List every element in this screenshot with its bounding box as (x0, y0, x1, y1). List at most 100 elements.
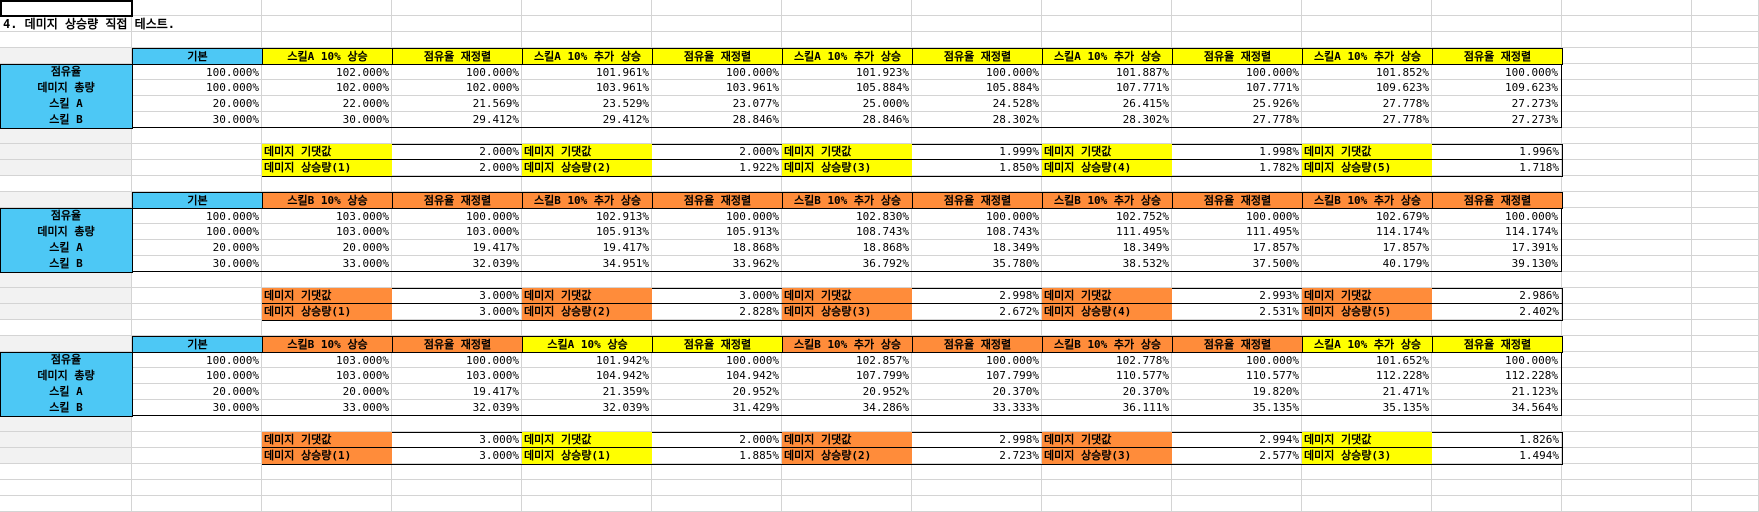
grid-cell[interactable] (652, 224, 782, 240)
expected-damage-value[interactable]: 1.996% (1432, 144, 1562, 160)
table-2-value-cell[interactable]: 17.391% (1432, 240, 1562, 256)
grid-cell[interactable] (1692, 192, 1759, 208)
grid-cell[interactable] (132, 128, 262, 144)
grid-cell[interactable] (1172, 32, 1302, 48)
grid-cell[interactable] (1302, 240, 1432, 256)
table-3-header[interactable]: 스킬A 10% 상승 (522, 336, 653, 353)
table-1-value-cell[interactable]: 102.000% (336, 81, 389, 94)
table-2-header[interactable]: 점유율 재정렬 (652, 192, 783, 209)
grid-cell[interactable] (392, 384, 522, 400)
table-1-value-cell[interactable]: 105.884% (986, 81, 1039, 94)
table-3-value-cell[interactable]: 110.577% (1246, 369, 1299, 382)
grid-cell[interactable] (132, 224, 262, 240)
grid-cell[interactable] (782, 176, 912, 192)
row-label[interactable]: 점유율 (50, 65, 82, 78)
damage-increase-value[interactable]: 1.885% (739, 449, 779, 462)
grid-cell[interactable] (522, 0, 652, 16)
grid-cell[interactable] (912, 320, 1042, 336)
table-2-value-cell[interactable]: 19.417% (472, 241, 519, 254)
grid-cell[interactable] (1562, 32, 1692, 48)
table-3-value-cell[interactable]: 21.471% (1382, 385, 1429, 398)
table-1-value-cell[interactable]: 105.884% (856, 81, 909, 94)
table-2-value-cell[interactable]: 102.913% (522, 208, 652, 224)
table-1-value-cell[interactable]: 107.771% (1116, 81, 1169, 94)
grid-cell[interactable] (132, 448, 262, 464)
grid-cell[interactable] (782, 208, 912, 224)
table-3-value-cell[interactable]: 32.039% (392, 400, 522, 416)
grid-cell[interactable] (522, 416, 652, 432)
grid-cell[interactable] (1042, 176, 1172, 192)
expected-damage-label[interactable]: 데미지 기댓값 (782, 144, 912, 160)
grid-cell[interactable] (652, 352, 782, 368)
table-1-value-cell[interactable]: 24.528% (992, 97, 1039, 110)
grid-cell[interactable] (132, 96, 262, 112)
grid-cell[interactable] (1692, 160, 1759, 176)
grid-cell[interactable] (392, 0, 522, 16)
table-2-value-cell[interactable]: 114.174% (1432, 224, 1562, 240)
grid-cell[interactable] (1172, 80, 1302, 96)
table-3-value-cell[interactable]: 103.000% (262, 352, 392, 368)
expected-damage-value[interactable]: 2.993% (1172, 288, 1302, 304)
grid-cell[interactable] (782, 320, 912, 336)
grid-cell[interactable] (652, 32, 782, 48)
grid-cell[interactable] (262, 64, 392, 80)
table-3-value-cell[interactable]: 110.577% (1116, 369, 1169, 382)
table-3-value-cell[interactable]: 100.000% (206, 369, 259, 382)
grid-cell[interactable] (1302, 80, 1432, 96)
table-2-value-cell[interactable]: 18.349% (1122, 241, 1169, 254)
table-1-value-cell[interactable]: 27.273% (1432, 96, 1562, 112)
table-3-value-cell[interactable]: 107.799% (986, 369, 1039, 382)
grid-cell[interactable] (1042, 272, 1172, 288)
table-2-value-cell[interactable]: 32.039% (392, 256, 522, 272)
grid-cell[interactable] (1302, 176, 1432, 192)
expected-damage-value[interactable]: 2.998% (912, 432, 1042, 448)
grid-cell[interactable] (1172, 368, 1302, 384)
table-1-value-cell[interactable]: 100.000% (206, 81, 259, 94)
grid-cell[interactable] (1432, 128, 1562, 144)
grid-cell[interactable] (1562, 272, 1692, 288)
grid-cell[interactable] (522, 96, 652, 112)
grid-cell[interactable] (392, 208, 522, 224)
table-1-value-cell[interactable]: 102.000% (466, 81, 519, 94)
table-3-value-cell[interactable]: 102.778% (1042, 352, 1172, 368)
grid-cell[interactable] (782, 368, 912, 384)
grid-cell[interactable] (782, 80, 912, 96)
grid-cell[interactable] (912, 224, 1042, 240)
table-1-header[interactable]: 점유율 재정렬 (1172, 48, 1303, 65)
grid-cell[interactable] (392, 304, 522, 320)
table-1-value-cell[interactable]: 20.000% (212, 97, 259, 110)
grid-cell[interactable] (912, 480, 1042, 496)
grid-cell[interactable] (522, 80, 652, 96)
table-2-value-cell[interactable]: 100.000% (132, 208, 262, 224)
table-1-value-cell[interactable]: 27.273% (1432, 112, 1562, 128)
expected-damage-value[interactable]: 1.998% (1172, 144, 1302, 160)
expected-damage-value[interactable]: 2.000% (392, 144, 522, 160)
grid-cell[interactable] (1302, 96, 1432, 112)
grid-cell[interactable] (1172, 352, 1302, 368)
table-2-value-cell[interactable]: 39.130% (1432, 256, 1562, 272)
grid-cell[interactable] (652, 416, 782, 432)
grid-cell[interactable] (1042, 64, 1172, 80)
grid-cell[interactable] (1562, 496, 1692, 512)
grid-cell[interactable] (1562, 432, 1692, 448)
table-2-value-cell[interactable]: 17.857% (1382, 241, 1429, 254)
grid-cell[interactable] (0, 16, 132, 32)
table-1-value-cell[interactable]: 100.000% (912, 64, 1042, 80)
grid-cell[interactable] (392, 240, 522, 256)
grid-cell[interactable] (912, 128, 1042, 144)
grid-cell[interactable] (1692, 0, 1759, 16)
damage-increase-value[interactable]: 3.000% (479, 449, 519, 462)
grid-cell[interactable] (392, 32, 522, 48)
grid-cell[interactable] (782, 128, 912, 144)
table-3-header[interactable]: 스킬A 10% 추가 상승 (1302, 336, 1433, 353)
table-3-value-cell[interactable]: 107.799% (856, 369, 909, 382)
grid-cell[interactable] (262, 32, 392, 48)
grid-cell[interactable] (132, 464, 262, 480)
grid-cell[interactable] (1042, 128, 1172, 144)
grid-cell[interactable] (1692, 224, 1759, 240)
grid-cell[interactable] (652, 64, 782, 80)
grid-cell[interactable] (1172, 416, 1302, 432)
table-2-header[interactable]: 스킬B 10% 추가 상승 (782, 192, 913, 209)
grid-cell[interactable] (262, 496, 392, 512)
grid-cell[interactable] (1692, 416, 1759, 432)
